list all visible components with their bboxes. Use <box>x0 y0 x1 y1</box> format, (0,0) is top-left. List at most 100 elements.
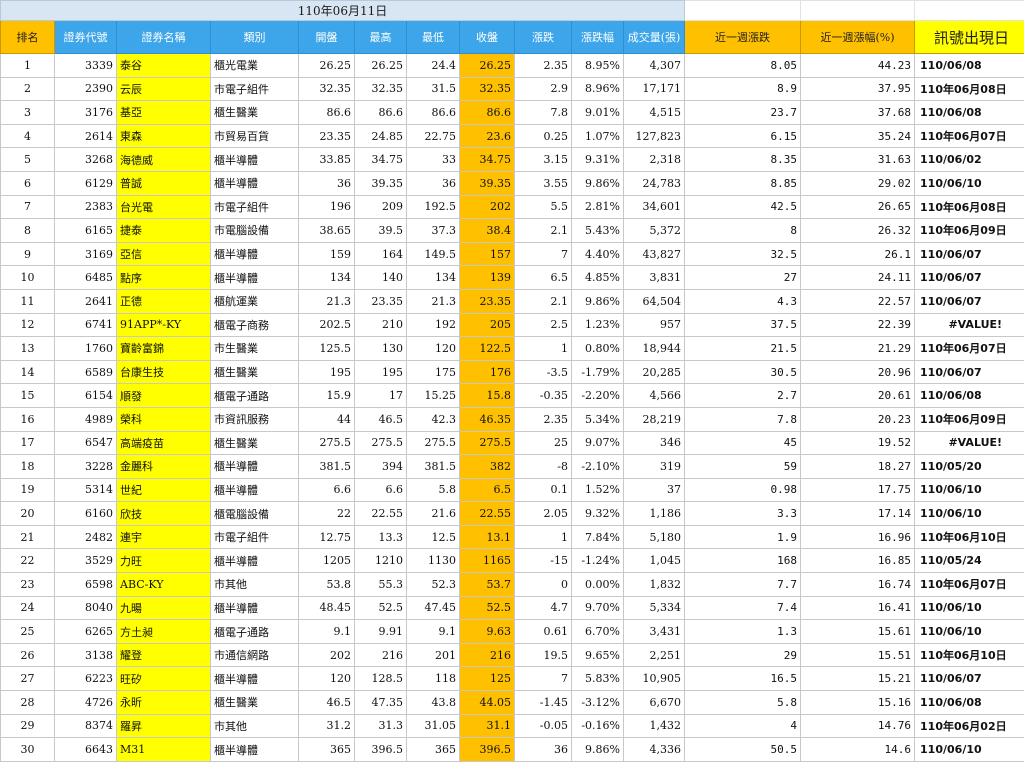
rank-cell[interactable]: 15 <box>1 384 55 408</box>
header-low[interactable]: 最低 <box>407 21 460 54</box>
rank-cell[interactable]: 24 <box>1 596 55 620</box>
signal-cell[interactable]: 110/06/08 <box>915 101 1024 125</box>
week-change-pct-cell[interactable]: 18.27 <box>801 455 915 479</box>
header-rank[interactable]: 排名 <box>1 21 55 54</box>
category-cell[interactable]: 櫃電腦設備 <box>211 502 299 526</box>
high-cell[interactable]: 55.3 <box>355 573 407 597</box>
code-cell[interactable]: 8374 <box>55 714 117 738</box>
signal-cell[interactable]: 110年06月07日 <box>915 337 1024 361</box>
rank-cell[interactable]: 9 <box>1 242 55 266</box>
high-cell[interactable]: 34.75 <box>355 148 407 172</box>
open-cell[interactable]: 202 <box>299 643 355 667</box>
name-cell[interactable]: 方土昶 <box>117 620 211 644</box>
high-cell[interactable]: 24.85 <box>355 124 407 148</box>
category-cell[interactable]: 櫃光電業 <box>211 54 299 78</box>
rank-cell[interactable]: 20 <box>1 502 55 526</box>
close-cell[interactable]: 23.6 <box>460 124 515 148</box>
change-cell[interactable]: 6.5 <box>515 266 572 290</box>
close-cell[interactable]: 86.6 <box>460 101 515 125</box>
signal-cell[interactable]: 110/06/10 <box>915 171 1024 195</box>
week-change-cell[interactable]: 8.85 <box>685 171 801 195</box>
change-pct-cell[interactable]: -2.20% <box>572 384 624 408</box>
volume-cell[interactable]: 5,334 <box>624 596 685 620</box>
code-cell[interactable]: 6741 <box>55 313 117 337</box>
name-cell[interactable]: 欣技 <box>117 502 211 526</box>
category-cell[interactable]: 櫃半導體 <box>211 242 299 266</box>
change-cell[interactable]: 3.15 <box>515 148 572 172</box>
week-change-pct-cell[interactable]: 22.39 <box>801 313 915 337</box>
volume-cell[interactable]: 1,045 <box>624 549 685 573</box>
name-cell[interactable]: 泰谷 <box>117 54 211 78</box>
close-cell[interactable]: 23.35 <box>460 289 515 313</box>
change-cell[interactable]: -0.35 <box>515 384 572 408</box>
week-change-pct-cell[interactable]: 37.95 <box>801 77 915 101</box>
low-cell[interactable]: 5.8 <box>407 478 460 502</box>
low-cell[interactable]: 22.75 <box>407 124 460 148</box>
change-cell[interactable]: 5.5 <box>515 195 572 219</box>
open-cell[interactable]: 21.3 <box>299 289 355 313</box>
change-cell[interactable]: -3.5 <box>515 360 572 384</box>
category-cell[interactable]: 櫃半導體 <box>211 148 299 172</box>
change-cell[interactable]: 25 <box>515 431 572 455</box>
change-pct-cell[interactable]: 5.34% <box>572 407 624 431</box>
empty-cell[interactable] <box>915 1 1024 21</box>
header-change[interactable]: 漲跌 <box>515 21 572 54</box>
volume-cell[interactable]: 34,601 <box>624 195 685 219</box>
low-cell[interactable]: 21.6 <box>407 502 460 526</box>
open-cell[interactable]: 275.5 <box>299 431 355 455</box>
change-pct-cell[interactable]: 1.07% <box>572 124 624 148</box>
week-change-pct-cell[interactable]: 35.24 <box>801 124 915 148</box>
volume-cell[interactable]: 5,372 <box>624 219 685 243</box>
close-cell[interactable]: 382 <box>460 455 515 479</box>
rank-cell[interactable]: 25 <box>1 620 55 644</box>
close-cell[interactable]: 202 <box>460 195 515 219</box>
code-cell[interactable]: 6223 <box>55 667 117 691</box>
category-cell[interactable]: 櫃半導體 <box>211 266 299 290</box>
signal-cell[interactable]: 110/06/07 <box>915 360 1024 384</box>
close-cell[interactable]: 139 <box>460 266 515 290</box>
code-cell[interactable]: 6265 <box>55 620 117 644</box>
name-cell[interactable]: 榮科 <box>117 407 211 431</box>
high-cell[interactable]: 22.55 <box>355 502 407 526</box>
low-cell[interactable]: 31.05 <box>407 714 460 738</box>
change-pct-cell[interactable]: 9.86% <box>572 289 624 313</box>
close-cell[interactable]: 31.1 <box>460 714 515 738</box>
open-cell[interactable]: 46.5 <box>299 691 355 715</box>
high-cell[interactable]: 210 <box>355 313 407 337</box>
category-cell[interactable]: 櫃生醫業 <box>211 101 299 125</box>
open-cell[interactable]: 31.2 <box>299 714 355 738</box>
volume-cell[interactable]: 3,831 <box>624 266 685 290</box>
category-cell[interactable]: 櫃電子商務 <box>211 313 299 337</box>
change-pct-cell[interactable]: 8.96% <box>572 77 624 101</box>
name-cell[interactable]: ABC-KY <box>117 573 211 597</box>
week-change-pct-cell[interactable]: 31.63 <box>801 148 915 172</box>
change-cell[interactable]: 2.35 <box>515 407 572 431</box>
high-cell[interactable]: 31.3 <box>355 714 407 738</box>
code-cell[interactable]: 3268 <box>55 148 117 172</box>
week-change-pct-cell[interactable]: 20.96 <box>801 360 915 384</box>
close-cell[interactable]: 13.1 <box>460 525 515 549</box>
week-change-cell[interactable]: 8.35 <box>685 148 801 172</box>
open-cell[interactable]: 33.85 <box>299 148 355 172</box>
week-change-pct-cell[interactable]: 16.96 <box>801 525 915 549</box>
code-cell[interactable]: 6598 <box>55 573 117 597</box>
change-pct-cell[interactable]: 9.07% <box>572 431 624 455</box>
high-cell[interactable]: 164 <box>355 242 407 266</box>
close-cell[interactable]: 176 <box>460 360 515 384</box>
code-cell[interactable]: 5314 <box>55 478 117 502</box>
week-change-pct-cell[interactable]: 15.21 <box>801 667 915 691</box>
code-cell[interactable]: 6547 <box>55 431 117 455</box>
volume-cell[interactable]: 5,180 <box>624 525 685 549</box>
header-week-change-pct[interactable]: 近一週漲幅(%) <box>801 21 915 54</box>
empty-cell[interactable] <box>801 1 915 21</box>
header-week-change[interactable]: 近一週漲跌 <box>685 21 801 54</box>
open-cell[interactable]: 23.35 <box>299 124 355 148</box>
category-cell[interactable]: 櫃生醫業 <box>211 431 299 455</box>
signal-cell[interactable]: 110年06月02日 <box>915 714 1024 738</box>
volume-cell[interactable]: 2,318 <box>624 148 685 172</box>
change-pct-cell[interactable]: 9.31% <box>572 148 624 172</box>
name-cell[interactable]: 海德威 <box>117 148 211 172</box>
close-cell[interactable]: 216 <box>460 643 515 667</box>
low-cell[interactable]: 33 <box>407 148 460 172</box>
category-cell[interactable]: 市資訊服務 <box>211 407 299 431</box>
